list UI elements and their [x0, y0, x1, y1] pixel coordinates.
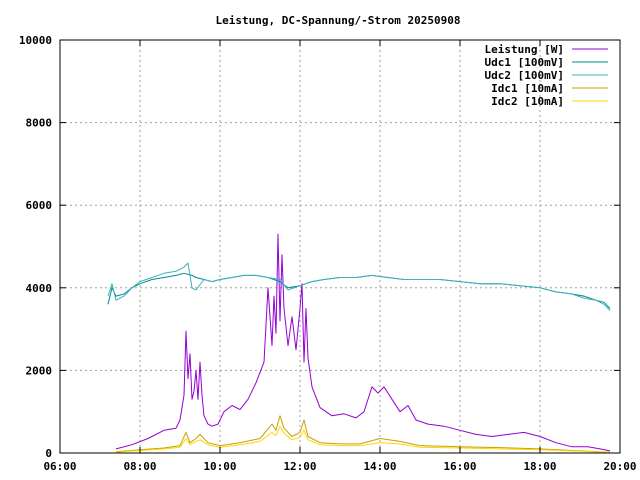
- tick-layer: 06:00 08:00 10:00 12:00 14:00 16:00 18:00 20:00…: [19, 34, 637, 473]
- plot-frame: [59, 39, 621, 454]
- y-tick-label: 8000: [26, 117, 53, 130]
- series-line-4: [115, 415, 611, 453]
- x-tick-label: 20:00: [603, 460, 636, 473]
- legend-label-4: Idc1 [10mA]: [491, 82, 564, 95]
- legend-label-5: Idc2 [10mA]: [491, 95, 564, 108]
- grid-layer: [60, 40, 620, 453]
- legend-label-3: Udc2 [100mV]: [485, 69, 564, 82]
- x-tick-label: 14:00: [363, 460, 396, 473]
- y-tick-label: 4000: [26, 282, 53, 295]
- series-line-1: [115, 233, 611, 452]
- legend-label-1: Leistung [W]: [485, 43, 564, 56]
- x-tick-label: 10:00: [203, 460, 236, 473]
- x-tick-label: 08:00: [123, 460, 156, 473]
- series-line-3: [107, 262, 611, 311]
- x-tick-label: 06:00: [43, 460, 76, 473]
- series-line-2: [107, 272, 611, 309]
- y-tick-label: 6000: [26, 199, 53, 212]
- chart-title: Leistung, DC-Spannung/-Strom 20250908: [215, 14, 460, 27]
- series-line-5: [115, 425, 611, 453]
- y-tick-label: 10000: [19, 34, 52, 47]
- x-tick-label: 18:00: [523, 460, 556, 473]
- y-tick-label: 0: [45, 447, 52, 460]
- legend: Leistung [W]Udc1 [100mV]Udc2 [100mV]Idc1…: [485, 43, 608, 108]
- x-tick-label: 12:00: [283, 460, 316, 473]
- y-tick-label: 2000: [26, 364, 53, 377]
- legend-label-2: Udc1 [100mV]: [485, 56, 564, 69]
- series-layer: [107, 233, 611, 453]
- x-tick-label: 16:00: [443, 460, 476, 473]
